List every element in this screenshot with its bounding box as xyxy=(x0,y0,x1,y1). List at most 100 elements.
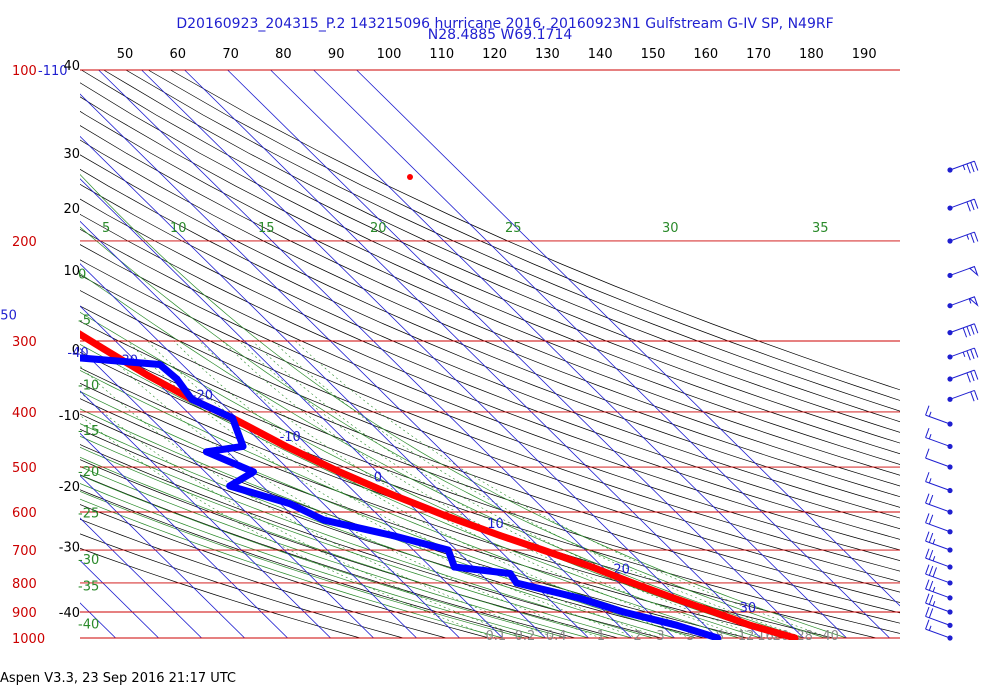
isotherm-line xyxy=(80,390,331,639)
theta-e-label: 20 xyxy=(370,221,387,236)
sounding-traces xyxy=(80,174,799,640)
dry-adiabat-line xyxy=(80,228,900,551)
wind-barb-feather xyxy=(970,371,975,382)
wind-barb-half-feather xyxy=(928,478,932,484)
top-tick-label: 80 xyxy=(275,47,292,62)
wind-barb-feather xyxy=(966,163,971,174)
left-moist-label: -15 xyxy=(78,424,99,439)
moist-adiabat-line xyxy=(80,456,611,639)
temperature-trace-point xyxy=(539,546,547,554)
wind-barb-feather xyxy=(966,326,971,337)
isotherm-label: 10 xyxy=(487,517,504,532)
pressure-label: 200 xyxy=(12,235,37,250)
dry-adiabats xyxy=(80,69,900,639)
theta-e-label: 15 xyxy=(258,221,275,236)
dewpoint-trace-point xyxy=(203,448,210,456)
isotherm-line xyxy=(313,69,890,639)
moist-adiabat-line xyxy=(80,173,847,639)
dry-adiabat-line xyxy=(80,428,705,639)
dewpoint-trace-point xyxy=(389,532,396,539)
moist-adiabat-line xyxy=(80,483,546,639)
wind-barb-staff xyxy=(925,602,951,613)
temperature-trace-point xyxy=(496,532,504,539)
wind-barb-station xyxy=(947,547,953,553)
dry-adiabat-line xyxy=(80,489,533,639)
dewpoint-trace-point xyxy=(575,594,582,602)
wind-barb xyxy=(925,405,953,427)
temperature-trace-point xyxy=(791,634,799,640)
dry-adiabat-line xyxy=(80,320,900,614)
wind-barb-half-feather xyxy=(928,625,932,631)
wind-barb-station xyxy=(947,509,953,515)
wind-barb-feather xyxy=(970,233,975,244)
wind-barb-feather xyxy=(973,231,979,242)
isotherm-line xyxy=(184,69,761,639)
top-tick-label: 70 xyxy=(222,47,239,62)
dry-adiabat-line xyxy=(80,110,900,465)
dewpoint-trace-point xyxy=(239,443,247,450)
wind-barb-half-feather xyxy=(932,538,936,545)
dewpoint-trace-point xyxy=(451,563,458,571)
left-moist-label: -35 xyxy=(78,580,99,595)
dewpoint-trace-point xyxy=(513,579,520,587)
isotherm-line xyxy=(80,178,546,639)
dewpoint-trace-point xyxy=(444,546,452,554)
top-tick-label: 50 xyxy=(117,47,134,62)
wind-barb xyxy=(925,472,953,494)
dry-adiabat-line xyxy=(148,69,900,401)
temperature-trace-point xyxy=(443,512,450,520)
temperature-trace-point xyxy=(389,491,397,499)
dry-adiabat-line xyxy=(80,518,447,639)
dry-adiabat-line xyxy=(80,305,900,603)
wind-barb-feather xyxy=(970,349,975,359)
dry-adiabat-line xyxy=(80,274,900,583)
left-height-label: -110 xyxy=(38,64,68,79)
wind-barb-feather xyxy=(966,372,971,383)
left-moist-label: -30 xyxy=(78,553,99,568)
wind-barb xyxy=(925,579,953,601)
dewpoint-trace-point xyxy=(320,516,328,524)
isotherm-line xyxy=(141,69,718,639)
temperature-trace xyxy=(80,330,799,640)
dry-adiabat-line xyxy=(80,504,490,639)
wind-barb-feather xyxy=(925,405,930,416)
temperature-trace-point xyxy=(100,345,108,353)
dry-adiabat-line xyxy=(80,351,900,634)
wind-barb-feather xyxy=(970,200,975,211)
isotherm-line xyxy=(80,432,288,639)
left-moist-label: 0 xyxy=(78,267,86,282)
wind-barb-staff xyxy=(925,437,951,447)
wind-barb-feather xyxy=(925,548,930,559)
dry-adiabat-line xyxy=(80,139,900,487)
wind-barb-half-feather xyxy=(968,298,972,304)
theta-e-label: 30 xyxy=(662,221,679,236)
mixing-ratio-label: 1 xyxy=(597,629,605,644)
left-moist-label: -10 xyxy=(78,378,99,393)
dry-adiabat-line xyxy=(80,183,900,519)
wind-barb-staff xyxy=(949,160,975,171)
left-height-label: -10 xyxy=(59,409,80,424)
dry-adiabat-line xyxy=(80,96,900,455)
isotherms xyxy=(80,69,900,639)
mixing-ratio-label: 0.2 xyxy=(515,629,536,644)
isotherm-line xyxy=(80,263,460,639)
moist-adiabat-line xyxy=(80,343,761,639)
mixing-ratio-line xyxy=(294,340,831,639)
pressure-label: 400 xyxy=(12,406,37,421)
dry-adiabat-line xyxy=(80,198,900,530)
moist-adiabat-line xyxy=(80,474,568,639)
left-moist-label: -5 xyxy=(78,313,91,328)
wind-barb-feather xyxy=(928,494,934,505)
wind-barb-feather xyxy=(973,390,979,400)
pressure-label: 100 xyxy=(12,64,37,79)
moist-adiabat-line xyxy=(80,498,503,639)
wind-barb-feather xyxy=(925,493,930,504)
isotherm-line xyxy=(80,475,245,639)
wind-barb-staff xyxy=(949,347,975,358)
wind-barb-half-feather xyxy=(966,234,970,240)
dewpoint-trace-point xyxy=(250,468,257,476)
moist-adiabat-line xyxy=(80,369,740,639)
chart-header-line2: N28.4885 W69.1714 xyxy=(428,27,573,43)
theta-e-label: 10 xyxy=(170,221,187,236)
wind-barb-station xyxy=(947,595,953,601)
